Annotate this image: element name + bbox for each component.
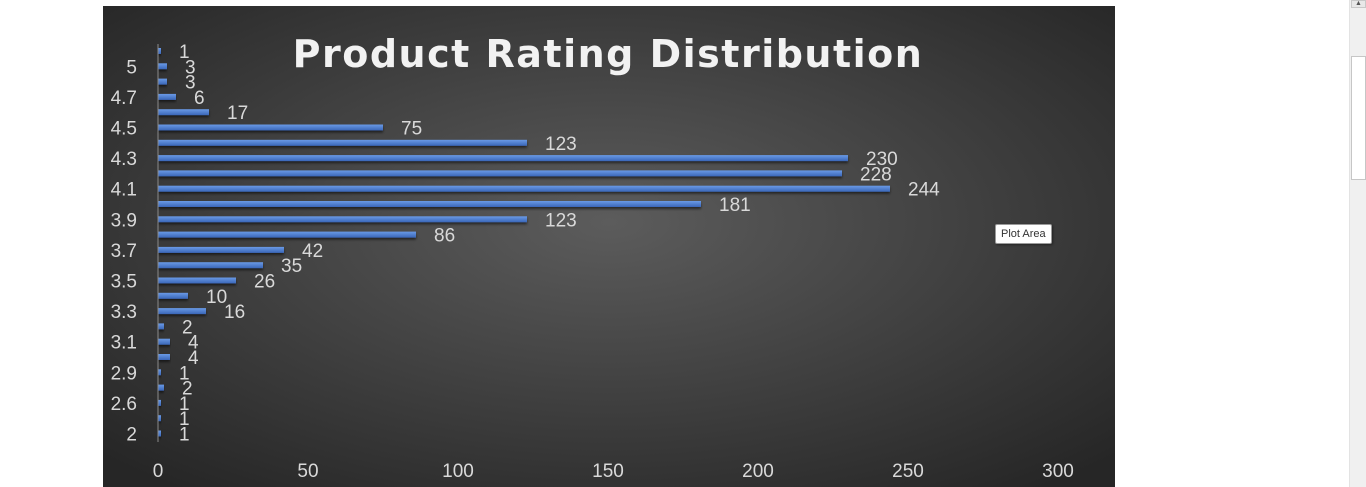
data-label-10: 26: [254, 272, 275, 293]
bar-3-5[interactable]: [158, 354, 170, 360]
y-tick-label: 4.1: [111, 180, 137, 201]
plot-area-tooltip: Plot Area: [995, 224, 1052, 244]
bar-3.8-13[interactable]: [158, 231, 416, 238]
bar-4.7-22[interactable]: [158, 93, 176, 100]
bar-3.3-8[interactable]: [158, 308, 206, 315]
bar-5-25[interactable]: [158, 48, 161, 54]
bar-4.1-16[interactable]: [158, 185, 890, 192]
data-labels-group: 1112144216102635428612318124422823012375…: [179, 42, 940, 446]
data-label-1: 1: [179, 409, 190, 430]
data-label-7: 2: [182, 317, 193, 338]
bar-4-15[interactable]: [158, 201, 701, 207]
bar-4.4-19[interactable]: [158, 139, 527, 146]
y-tick-label: 4.3: [111, 149, 137, 170]
y-tick-label: 3.9: [111, 210, 137, 231]
data-label-16: 244: [908, 180, 940, 201]
x-tick-label: 100: [442, 461, 474, 482]
data-label-12: 42: [302, 241, 323, 262]
y-tick-label: 3.3: [111, 302, 137, 323]
bar-2.7-3[interactable]: [158, 384, 164, 391]
bar-3.6-11[interactable]: [158, 262, 263, 269]
data-label-4: 1: [179, 363, 190, 384]
chart-background: [103, 6, 1115, 487]
x-tick-label: 150: [592, 461, 624, 482]
x-tick-label: 250: [892, 461, 924, 482]
bar-3.9-14[interactable]: [158, 216, 527, 223]
y-tick-label: 4.5: [111, 119, 137, 140]
y-tick-label: 4.7: [111, 88, 137, 109]
data-label-15: 181: [719, 195, 751, 216]
data-label-18: 230: [866, 149, 898, 170]
y-tick-label: 5: [126, 57, 137, 78]
y-tick-label: 3.5: [111, 272, 137, 293]
y-tick-label: 3.1: [111, 333, 137, 354]
data-label-20: 75: [401, 119, 422, 140]
bar-2.9-4[interactable]: [158, 369, 161, 376]
bar-3.4-9[interactable]: [158, 292, 188, 299]
data-label-6: 4: [188, 333, 199, 354]
bar-3.7-12[interactable]: [158, 246, 284, 253]
x-tick-label: 0: [153, 461, 164, 482]
data-label-9: 10: [206, 287, 227, 308]
data-label-25: 1: [179, 42, 190, 63]
data-label-23: 3: [185, 73, 196, 94]
data-label-11: 35: [281, 256, 302, 277]
x-axis: 0 50 100 150 200 250 300: [153, 461, 1074, 482]
data-label-21: 17: [227, 103, 248, 124]
bar-4.6-21[interactable]: [158, 109, 209, 116]
y-axis: 2 2.6 2.9 3.1 3.3 3.5 3.7 3.9 4.1 4.3 4.5 4.7 5: [111, 57, 137, 445]
y-tick-label: 3.7: [111, 241, 137, 262]
bar-3.1-6[interactable]: [158, 338, 170, 345]
data-label-13: 86: [434, 226, 455, 247]
y-tick-label: 2.9: [111, 363, 137, 384]
bars-group: [158, 48, 890, 437]
data-label-14: 123: [545, 210, 577, 231]
data-label-24: 3: [185, 57, 196, 78]
bar-3.5-10[interactable]: [158, 277, 236, 284]
scrollbar-thumb[interactable]: [1351, 56, 1366, 180]
data-label-5: 4: [188, 348, 199, 369]
data-label-8: 16: [224, 302, 245, 323]
data-label-0: 1: [179, 425, 190, 446]
bar-4.2-17[interactable]: [158, 170, 842, 177]
data-label-2: 1: [179, 394, 190, 415]
bar-2.3-1[interactable]: [158, 415, 161, 422]
y-tick-label: 2: [126, 425, 137, 446]
bar-3.2-7[interactable]: [158, 323, 164, 330]
bar-4.3-18[interactable]: [158, 155, 848, 162]
bar-4.5-20[interactable]: [158, 124, 383, 131]
x-tick-label: 200: [742, 461, 774, 482]
data-label-22: 6: [194, 88, 205, 109]
data-label-19: 123: [545, 134, 577, 155]
chart-title: Product Rating Distribution: [293, 32, 924, 76]
data-label-17: 228: [860, 164, 892, 185]
chart-area[interactable]: Product Rating Distribution 1 1 1 2 1 4 4 2 16 10…: [103, 6, 1115, 487]
bar-2.6-2[interactable]: [158, 399, 161, 406]
bar-chart[interactable]: Product Rating Distribution 111214421610…: [103, 6, 1115, 487]
bar-4.8-23[interactable]: [158, 78, 167, 85]
data-label-3: 2: [182, 379, 193, 400]
x-tick-label: 300: [1042, 461, 1074, 482]
bar-2-0[interactable]: [158, 430, 161, 437]
scroll-up-arrow-icon[interactable]: ▲: [1351, 0, 1366, 8]
x-tick-label: 50: [297, 461, 318, 482]
y-tick-label: 2.6: [111, 394, 137, 415]
bar-5-24[interactable]: [158, 63, 167, 70]
